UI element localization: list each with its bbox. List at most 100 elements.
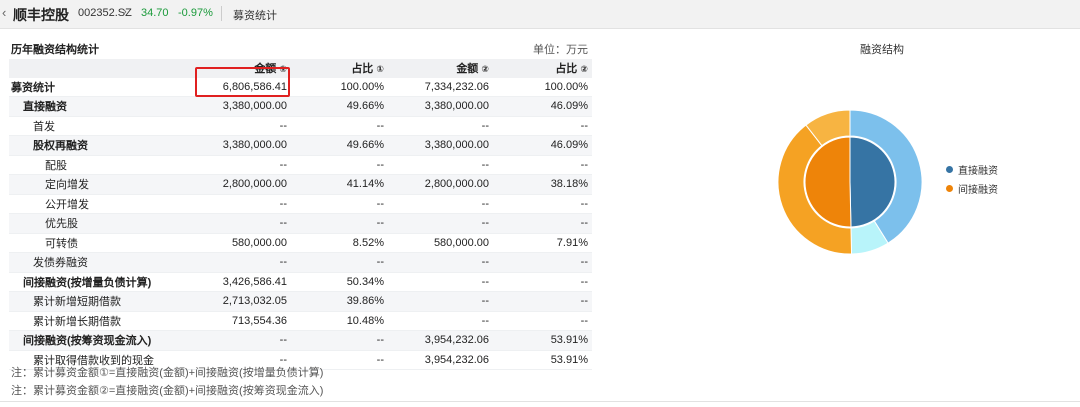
- amount2-cell: 3,954,232.06: [424, 353, 489, 366]
- ratio2-cell: --: [580, 158, 588, 171]
- ratio2-cell: --: [580, 217, 588, 230]
- row-label: 间接融资(按增量负债计算): [23, 276, 152, 289]
- chevron-right-icon[interactable]: ›: [123, 6, 127, 18]
- ratio1-cell: 41.14%: [346, 178, 384, 191]
- table-row[interactable]: 累计新增长期借款 713,554.36 10.48% -- --: [9, 311, 592, 331]
- ratio2-cell: 46.09%: [550, 100, 588, 113]
- row-label: 配股: [45, 159, 67, 172]
- row-label: 优先股: [45, 218, 78, 231]
- ratio1-cell: --: [376, 119, 384, 132]
- chart-title: 融资结构: [860, 44, 904, 56]
- amount1-cell: --: [279, 334, 287, 347]
- table-row[interactable]: 发债券融资 -- -- -- --: [9, 252, 592, 272]
- table-row[interactable]: 间接融资(按增量负债计算) 3,426,586.41 50.34% -- --: [9, 272, 592, 292]
- table-row[interactable]: 累计新增短期借款 2,713,032.05 39.86% -- --: [9, 291, 592, 311]
- ratio1-cell: --: [376, 197, 384, 210]
- financing-table: 金额 ① 占比 ① 金额 ② 占比 ② 募资统计 6,806,586.41 100.…: [9, 59, 592, 370]
- inner-ring-slice[interactable]: [849, 136, 896, 228]
- table-row[interactable]: 配股 -- -- -- --: [9, 155, 592, 175]
- amount2-cell: 3,380,000.00: [424, 100, 489, 113]
- column-header[interactable]: 金额 ①: [254, 63, 287, 76]
- breadcrumb-page: 募资统计: [233, 10, 277, 22]
- row-label: 股权再融资: [33, 140, 88, 153]
- amount1-cell: 2,713,032.05: [222, 295, 287, 308]
- amount1-cell: --: [279, 119, 287, 132]
- unit-label: 单位：万元: [533, 44, 588, 56]
- table-row[interactable]: 公开增发 -- -- -- --: [9, 194, 592, 214]
- ratio2-cell: --: [580, 119, 588, 132]
- amount2-cell: --: [481, 217, 489, 230]
- ratio1-cell: --: [376, 217, 384, 230]
- amount1-cell: 3,380,000.00: [222, 100, 287, 113]
- table-row[interactable]: 募资统计 6,806,586.41 100.00% 7,334,232.06 100.0…: [9, 78, 592, 97]
- legend-dot-icon: [946, 185, 953, 192]
- price-change: -0.97%: [178, 7, 213, 19]
- row-label: 募资统计: [11, 81, 55, 94]
- column-header[interactable]: 占比 ①: [351, 63, 384, 76]
- stock-price: 34.70: [141, 7, 169, 19]
- ratio2-cell: 100.00%: [544, 80, 588, 93]
- ratio2-cell: 53.91%: [550, 353, 588, 366]
- row-label: 累计新增短期借款: [33, 296, 121, 309]
- table-row[interactable]: 可转债 580,000.00 8.52% 580,000.00 7.91%: [9, 233, 592, 253]
- amount1-cell: 580,000.00: [231, 236, 287, 249]
- column-header[interactable]: 占比 ②: [555, 63, 588, 76]
- amount2-cell: 3,380,000.00: [424, 139, 489, 152]
- table-row[interactable]: 优先股 -- -- -- --: [9, 213, 592, 233]
- amount1-cell: 713,554.36: [231, 314, 287, 327]
- row-label: 直接融资: [23, 101, 67, 114]
- amount2-cell: 7,334,232.06: [424, 80, 489, 93]
- footnote: 注：累计募资金额①=直接融资(金额)+间接融资(按增量负债计算): [11, 367, 324, 379]
- ratio1-cell: --: [376, 353, 384, 366]
- amount1-cell: --: [279, 197, 287, 210]
- table-row[interactable]: 首发 -- -- -- --: [9, 116, 592, 136]
- ratio2-cell: --: [580, 295, 588, 308]
- amount1-cell: --: [279, 256, 287, 269]
- stock-code: 002352.SZ: [78, 7, 132, 19]
- table-row[interactable]: 直接融资 3,380,000.00 49.66% 3,380,000.00 46.09%: [9, 96, 592, 116]
- legend-item[interactable]: 间接融资: [946, 181, 998, 196]
- amount2-cell: --: [481, 197, 489, 210]
- table-header-row: 金额 ① 占比 ① 金额 ② 占比 ②: [9, 59, 592, 78]
- amount2-cell: --: [481, 256, 489, 269]
- legend-label: 直接融资: [958, 166, 998, 177]
- row-label: 间接融资(按筹资现金流入): [23, 335, 152, 348]
- ratio1-cell: 100.00%: [340, 80, 384, 93]
- ratio2-cell: 53.91%: [550, 334, 588, 347]
- table-row[interactable]: 间接融资(按筹资现金流入) -- -- 3,954,232.06 53.91%: [9, 330, 592, 350]
- row-label: 首发: [33, 120, 55, 133]
- inner-ring-slice[interactable]: [804, 136, 852, 228]
- column-header: [9, 59, 194, 78]
- top-bar: ‹ 顺丰控股 002352.SZ › 34.70 -0.97% 募资统计: [0, 0, 1080, 29]
- row-label: 定向增发: [45, 179, 89, 192]
- amount2-cell: --: [481, 158, 489, 171]
- outer-ring-slice[interactable]: [777, 124, 853, 255]
- chevron-left-icon[interactable]: ‹: [2, 5, 7, 20]
- amount1-cell: --: [279, 158, 287, 171]
- column-header[interactable]: 金额 ②: [456, 63, 489, 76]
- outer-ring-slice[interactable]: [849, 109, 923, 244]
- amount2-cell: --: [481, 295, 489, 308]
- amount1-cell: 3,426,586.41: [222, 275, 287, 288]
- amount1-cell: 2,800,000.00: [222, 178, 287, 191]
- table-row[interactable]: 定向增发 2,800,000.00 41.14% 2,800,000.00 38.18%: [9, 174, 592, 194]
- amount1-cell: --: [279, 353, 287, 366]
- outer-ring-slice[interactable]: [805, 109, 851, 147]
- company-name[interactable]: 顺丰控股: [13, 7, 69, 23]
- amount1-cell: --: [279, 217, 287, 230]
- table-row[interactable]: 累计取得借款收到的现金 -- -- 3,954,232.06 53.91%: [9, 350, 592, 370]
- ratio1-cell: 8.52%: [352, 236, 384, 249]
- row-label: 累计新增长期借款: [33, 315, 121, 328]
- ratio2-cell: --: [580, 314, 588, 327]
- table-row[interactable]: 股权再融资 3,380,000.00 49.66% 3,380,000.00 46.09…: [9, 135, 592, 155]
- legend-item[interactable]: 直接融资: [946, 162, 998, 177]
- row-label: 公开增发: [45, 198, 89, 211]
- legend-dot-icon: [946, 166, 953, 173]
- amount2-cell: 580,000.00: [433, 236, 489, 249]
- divider: [0, 401, 1080, 402]
- ratio1-cell: 50.34%: [346, 275, 384, 288]
- row-label: 发债券融资: [33, 257, 88, 270]
- row-label: 累计取得借款收到的现金: [33, 354, 154, 367]
- ratio2-cell: 38.18%: [550, 178, 588, 191]
- ratio2-cell: 7.91%: [556, 236, 588, 249]
